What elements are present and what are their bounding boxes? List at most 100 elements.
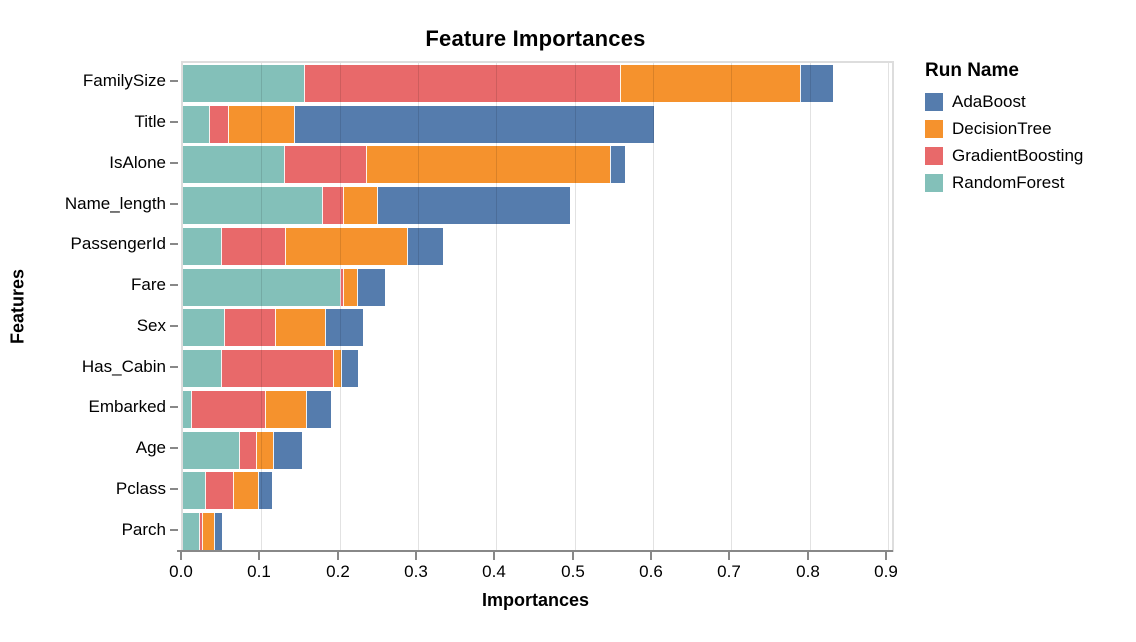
bar-segment-randomforest xyxy=(183,106,209,143)
bar-segment-adaboost xyxy=(800,65,833,102)
x-tick-label: 0.0 xyxy=(169,562,193,581)
legend-item-decisiontree: DecisionTree xyxy=(925,119,1083,139)
x-tick-label: 0.1 xyxy=(247,562,271,581)
y-axis-title: Features xyxy=(7,268,28,345)
legend-title: Run Name xyxy=(925,60,1019,81)
x-tick-mark xyxy=(493,552,495,560)
y-tick-mark xyxy=(170,284,178,286)
gridline xyxy=(496,63,497,552)
bar-row xyxy=(183,432,302,469)
bar-segment-adaboost xyxy=(357,269,385,306)
bar-segment-gradientboosting xyxy=(284,146,366,183)
x-tick-label: 0.6 xyxy=(639,562,663,581)
y-tick-mark xyxy=(170,325,178,327)
y-tick-label: FamilySize xyxy=(82,71,166,90)
bar-segment-adaboost xyxy=(214,513,222,550)
x-tick-label: 0.9 xyxy=(874,562,898,581)
bar-segment-randomforest xyxy=(183,228,221,265)
bar-segment-gradientboosting xyxy=(199,513,202,550)
x-axis-line xyxy=(177,550,893,552)
y-tick-label: IsAlone xyxy=(109,153,166,172)
x-tick-mark xyxy=(415,552,417,560)
x-tick-label: 0.4 xyxy=(482,562,506,581)
x-tick-mark xyxy=(885,552,887,560)
y-tick-mark xyxy=(170,243,178,245)
legend-item-gradientboosting: GradientBoosting xyxy=(925,146,1083,166)
bar-segment-adaboost xyxy=(377,187,570,224)
y-tick-mark xyxy=(170,121,178,123)
bar-segment-gradientboosting xyxy=(340,269,343,306)
bar-segment-gradientboosting xyxy=(209,106,228,143)
x-tick-mark xyxy=(337,552,339,560)
bar-segment-decisiontree xyxy=(333,350,341,387)
gridline xyxy=(575,63,576,552)
bar-row xyxy=(183,187,570,224)
bar-segment-randomforest xyxy=(183,65,304,102)
bar-segment-adaboost xyxy=(407,228,443,265)
legend-swatch-icon xyxy=(925,93,943,111)
legend-label: GradientBoosting xyxy=(952,146,1084,165)
bar-segment-randomforest xyxy=(183,472,205,509)
x-tick-label: 0.5 xyxy=(561,562,585,581)
bar-segment-adaboost xyxy=(294,106,654,143)
gridline xyxy=(653,63,654,552)
gridline xyxy=(418,63,419,552)
y-tick-mark xyxy=(170,162,178,164)
bar-segment-adaboost xyxy=(341,350,358,387)
y-tick-label: Name_length xyxy=(64,194,166,213)
legend-label: RandomForest xyxy=(952,173,1065,192)
y-tick-mark xyxy=(170,80,178,82)
bar-row xyxy=(183,106,654,143)
bar-segment-gradientboosting xyxy=(205,472,233,509)
x-tick-mark xyxy=(807,552,809,560)
bar-segment-randomforest xyxy=(183,309,224,346)
x-tick-label: 0.7 xyxy=(717,562,741,581)
bar-segment-gradientboosting xyxy=(322,187,343,224)
chart-title: Feature Importances xyxy=(425,26,646,51)
y-tick-label: Embarked xyxy=(88,397,166,416)
bar-segment-randomforest xyxy=(183,146,284,183)
gridline xyxy=(810,63,811,552)
bar-segment-decisiontree xyxy=(256,432,273,469)
x-tick-mark xyxy=(728,552,730,560)
bar-row xyxy=(183,146,625,183)
bar-segment-gradientboosting xyxy=(304,65,620,102)
bar-segment-randomforest xyxy=(183,187,322,224)
y-tick-mark xyxy=(170,447,178,449)
gridline xyxy=(888,63,889,552)
legend-swatch-icon xyxy=(925,147,943,165)
y-tick-label: Parch xyxy=(121,520,166,539)
bar-segment-decisiontree xyxy=(265,391,306,428)
plot-area xyxy=(181,61,894,552)
legend-items: AdaBoost DecisionTree GradientBoosting Rand… xyxy=(925,92,1083,193)
x-tick-mark xyxy=(650,552,652,560)
legend: Run Name AdaBoost DecisionTree GradientBoo… xyxy=(925,60,1083,200)
gridline xyxy=(340,63,341,552)
bar-segment-decisiontree xyxy=(228,106,294,143)
x-tick-mark xyxy=(258,552,260,560)
bar-segment-randomforest xyxy=(183,432,239,469)
legend-swatch-icon xyxy=(925,174,943,192)
bar-segment-decisiontree xyxy=(343,187,377,224)
y-tick-mark xyxy=(170,488,178,490)
y-tick-mark xyxy=(170,366,178,368)
bar-segment-decisiontree xyxy=(620,65,800,102)
y-tick-label: Pclass xyxy=(115,479,166,498)
bar-segment-gradientboosting xyxy=(191,391,265,428)
bar-segment-randomforest xyxy=(183,350,221,387)
x-tick-label: 0.8 xyxy=(796,562,820,581)
x-tick-label: 0.2 xyxy=(326,562,350,581)
gridline xyxy=(261,63,262,552)
bar-segment-gradientboosting xyxy=(221,228,285,265)
bar-row xyxy=(183,65,833,102)
y-tick-label: Age xyxy=(135,438,166,457)
legend-label: DecisionTree xyxy=(952,119,1052,138)
bar-segment-decisiontree xyxy=(343,269,357,306)
y-tick-label: PassengerId xyxy=(70,234,166,253)
y-tick-label: Fare xyxy=(131,275,166,294)
bar-segment-adaboost xyxy=(306,391,331,428)
bar-segment-adaboost xyxy=(325,309,363,346)
bar-row xyxy=(183,309,363,346)
y-tick-label: Sex xyxy=(136,316,166,335)
